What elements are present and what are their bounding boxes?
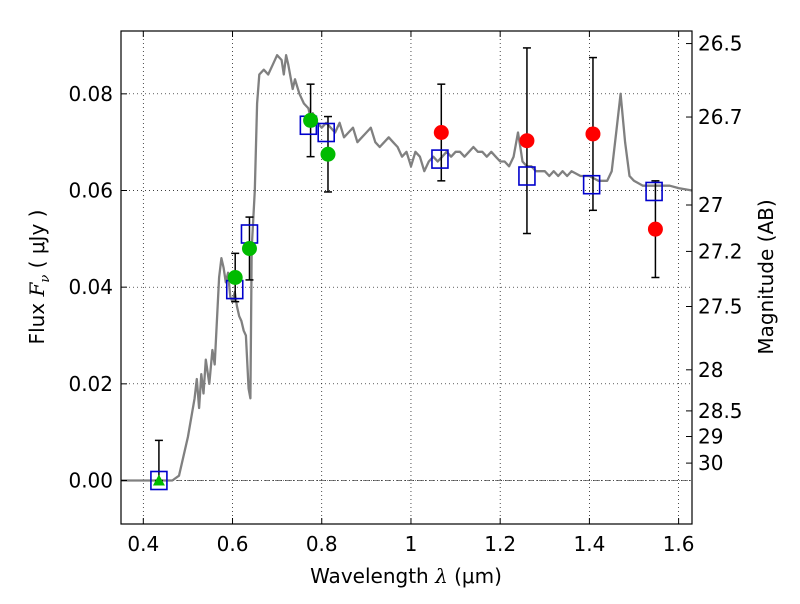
model-photometry-square bbox=[518, 166, 536, 186]
x-tick-label: 0.6 bbox=[217, 532, 249, 556]
y-tick-label: 0.02 bbox=[68, 372, 113, 396]
y2-axis-label: Magnitude (AB) bbox=[754, 199, 778, 354]
plot-area bbox=[121, 31, 692, 524]
red-data-point bbox=[647, 221, 663, 237]
red-data-point bbox=[519, 133, 535, 149]
x-tick-label: 1.4 bbox=[573, 532, 605, 556]
model-photometry-square bbox=[645, 181, 663, 202]
upper-limit-triangle bbox=[152, 474, 165, 486]
y-tick-label: 0.04 bbox=[68, 275, 113, 299]
y-tick-label: 0.08 bbox=[68, 82, 113, 106]
mag-tick-label: 30 bbox=[698, 451, 723, 475]
red-data-point bbox=[433, 125, 449, 140]
x-tick-label: 1.6 bbox=[663, 532, 695, 556]
green-data-point bbox=[227, 270, 243, 285]
mag-tick-label: 26.5 bbox=[698, 32, 743, 56]
mag-tick-label: 26.7 bbox=[698, 105, 743, 129]
model-photometry-square bbox=[150, 470, 168, 491]
x-tick-label: 1 bbox=[405, 532, 418, 556]
x-tick-label: 0.8 bbox=[306, 532, 338, 556]
y-tick-label: 0.00 bbox=[68, 469, 113, 493]
green-data-point bbox=[241, 241, 257, 256]
plot-frame bbox=[120, 30, 693, 525]
x-tick-label: 1.2 bbox=[484, 532, 516, 556]
green-data-point bbox=[303, 112, 319, 128]
mag-tick-label: 27 bbox=[698, 193, 723, 217]
model-photometry-square bbox=[582, 174, 601, 195]
x-axis-label: Wavelength λ (μm) bbox=[310, 564, 502, 588]
green-data-point bbox=[320, 146, 336, 162]
red-data-point bbox=[585, 126, 601, 142]
model-photometry-square bbox=[431, 149, 449, 169]
mag-tick-label: 28.5 bbox=[698, 399, 743, 423]
y-axis-label: Flux Fν ( μJy ) bbox=[25, 210, 53, 345]
mag-tick-label: 27.2 bbox=[698, 239, 743, 263]
mag-tick-label: 29 bbox=[698, 425, 723, 449]
mag-tick-label: 28 bbox=[698, 358, 723, 382]
y-tick-label: 0.06 bbox=[68, 179, 113, 203]
model-photometry-square bbox=[317, 122, 336, 143]
x-tick-label: 0.4 bbox=[127, 532, 159, 556]
axis-ticks: 0.4 0.6 0.8 1 1.2 1.4 1.6 0.00 0.02 0.04 0.06 0.08 2… bbox=[68, 31, 743, 556]
mag-tick-label: 27.5 bbox=[698, 295, 743, 319]
data-markers bbox=[150, 112, 663, 491]
